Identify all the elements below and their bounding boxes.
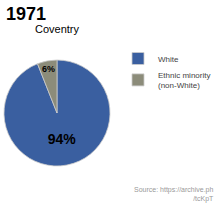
svg-text:94%: 94%: [48, 131, 77, 147]
svg-text:Source: https://archive.ph/tcK: Source: https://archive.ph/tcKpT: [134, 186, 214, 203]
svg-text:Coventry: Coventry: [35, 23, 80, 35]
svg-text:6%: 6%: [42, 64, 55, 74]
svg-text:1971: 1971: [6, 4, 46, 24]
svg-text:Ethnic minority(non-White): Ethnic minority(non-White): [158, 71, 210, 90]
svg-text:White: White: [158, 55, 179, 64]
